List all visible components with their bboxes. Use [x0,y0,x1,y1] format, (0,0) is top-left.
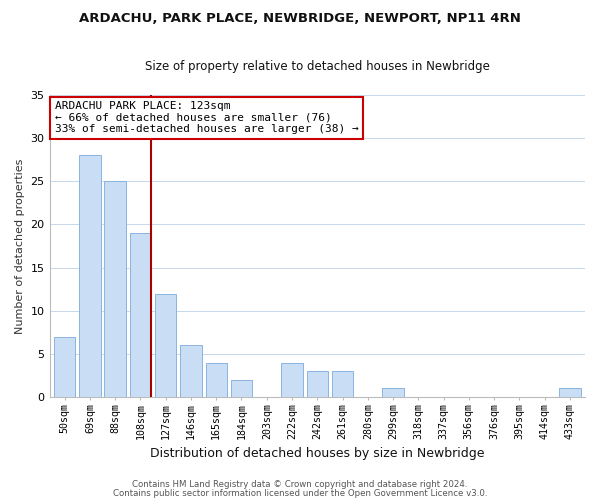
Bar [307,371,328,397]
Bar [332,371,353,397]
Text: Contains public sector information licensed under the Open Government Licence v3: Contains public sector information licen… [113,489,487,498]
Text: ARDACHU PARK PLACE: 123sqm
← 66% of detached houses are smaller (76)
33% of semi: ARDACHU PARK PLACE: 123sqm ← 66% of deta… [55,101,359,134]
Bar [559,388,581,397]
Title: Size of property relative to detached houses in Newbridge: Size of property relative to detached ho… [145,60,490,73]
Text: ARDACHU, PARK PLACE, NEWBRIDGE, NEWPORT, NP11 4RN: ARDACHU, PARK PLACE, NEWBRIDGE, NEWPORT,… [79,12,521,26]
Bar [155,294,176,397]
Y-axis label: Number of detached properties: Number of detached properties [15,158,25,334]
Bar [54,336,76,397]
Bar [281,362,303,397]
Bar [206,362,227,397]
X-axis label: Distribution of detached houses by size in Newbridge: Distribution of detached houses by size … [150,447,485,460]
Bar [104,182,126,397]
Bar [79,156,101,397]
Bar [382,388,404,397]
Text: Contains HM Land Registry data © Crown copyright and database right 2024.: Contains HM Land Registry data © Crown c… [132,480,468,489]
Bar [231,380,252,397]
Bar [180,346,202,397]
Bar [130,233,151,397]
